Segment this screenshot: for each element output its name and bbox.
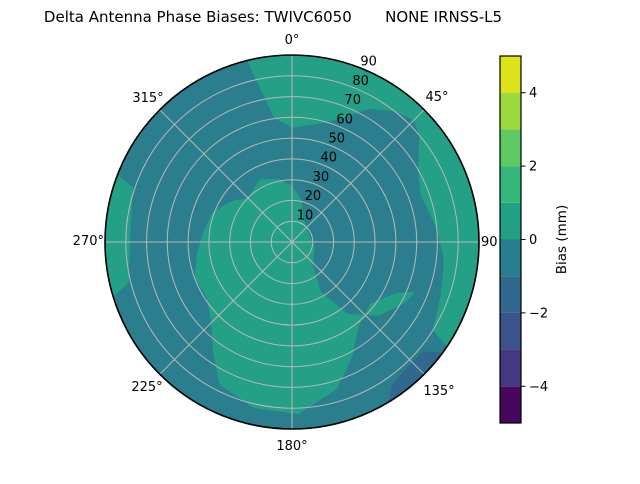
colorbar-tick-label-0: 0 <box>529 233 537 248</box>
theta-label-180: 180° <box>276 439 307 454</box>
colorbar-segment <box>500 166 521 203</box>
colorbar-segment <box>500 349 521 387</box>
polar-axes-outline <box>104 54 480 430</box>
theta-label-135: 135° <box>423 384 454 399</box>
contour-region-bias-neg2-to-neg1 <box>388 351 444 403</box>
r-label-30: 30 <box>313 170 330 185</box>
colorbar-segment <box>500 92 521 130</box>
colorbar-ticks <box>521 92 526 387</box>
r-label-50: 50 <box>329 132 346 147</box>
colorbar-segment <box>500 239 521 277</box>
theta-label-90: 90 <box>481 235 498 250</box>
contour-region-bias-0-to-1-central-blob <box>194 179 416 415</box>
colorbar-segment <box>500 312 521 350</box>
r-label-80: 80 <box>352 74 369 89</box>
colorbar-tick-label-2: 2 <box>529 160 537 175</box>
r-label-10: 10 <box>297 208 314 223</box>
radial-tick-labels: 10 20 30 40 50 60 70 80 90 <box>297 55 377 224</box>
colorbar-tick-label-4: 4 <box>529 86 537 101</box>
r-label-40: 40 <box>321 151 338 166</box>
contour-region-bias-0-to-1-rim-band <box>246 54 480 347</box>
contour-region-bias-0-to-1-left-strip <box>105 175 133 297</box>
colorbar-tick-label-neg4: −4 <box>529 380 548 395</box>
r-label-20: 20 <box>305 189 322 204</box>
r-label-60: 60 <box>336 112 353 127</box>
polar-grid <box>105 55 479 429</box>
colorbar: 4 2 0 −2 −4 Bias (mm) <box>499 55 570 424</box>
colorbar-segment <box>500 386 521 423</box>
theta-tick-labels: 0° 45° 90 135° 180° 225° 270° 315° <box>73 33 498 454</box>
colorbar-segment <box>500 202 521 240</box>
colorbar-segment <box>500 56 521 93</box>
theta-label-0: 0° <box>285 33 300 48</box>
colorbar-tick-label-neg2: −2 <box>529 306 548 321</box>
r-label-90: 90 <box>360 55 377 70</box>
theta-label-315: 315° <box>132 91 163 106</box>
r-label-70: 70 <box>344 93 361 108</box>
chart-title: Delta Antenna Phase Biases: TWIVC6050 NO… <box>44 8 502 26</box>
colorbar-segment <box>500 129 521 167</box>
colorbar-axis-label: Bias (mm) <box>554 205 570 274</box>
colorbar-tick-labels: 4 2 0 −2 −4 <box>529 86 548 395</box>
theta-label-225: 225° <box>131 380 162 395</box>
gridline-spoke-45-225 <box>159 109 425 375</box>
theta-label-45: 45° <box>425 90 448 105</box>
colorbar-segment <box>500 276 521 313</box>
theta-label-270: 270° <box>73 234 104 249</box>
